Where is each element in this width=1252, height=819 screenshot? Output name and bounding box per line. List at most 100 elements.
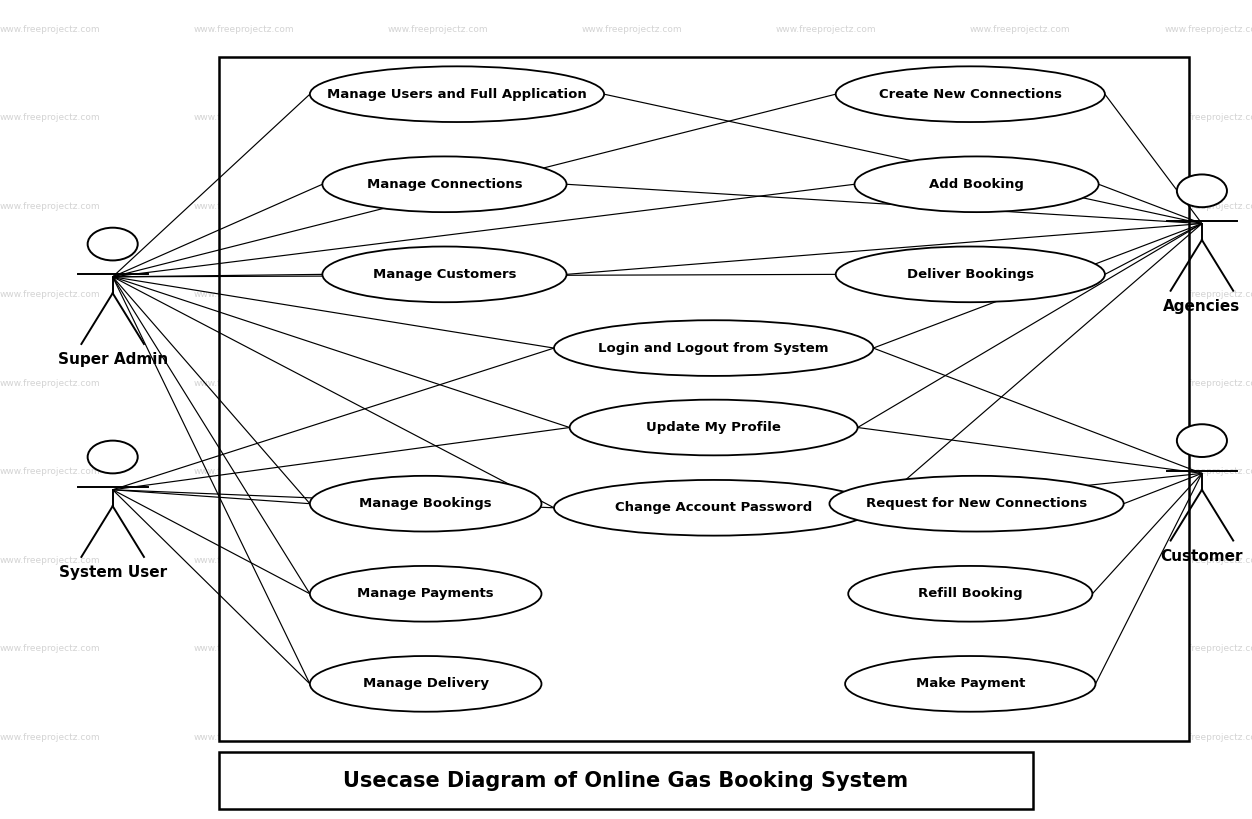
Text: www.freeprojectz.com: www.freeprojectz.com xyxy=(582,733,682,741)
Text: www.freeprojectz.com: www.freeprojectz.com xyxy=(388,291,488,299)
Text: www.freeprojectz.com: www.freeprojectz.com xyxy=(776,202,876,210)
Text: www.freeprojectz.com: www.freeprojectz.com xyxy=(0,202,100,210)
Text: Manage Users and Full Application: Manage Users and Full Application xyxy=(327,88,587,101)
Text: www.freeprojectz.com: www.freeprojectz.com xyxy=(194,114,294,122)
Text: www.freeprojectz.com: www.freeprojectz.com xyxy=(582,645,682,653)
Text: Manage Payments: Manage Payments xyxy=(357,587,495,600)
Text: Customer: Customer xyxy=(1161,549,1243,563)
Text: www.freeprojectz.com: www.freeprojectz.com xyxy=(0,379,100,387)
Text: www.freeprojectz.com: www.freeprojectz.com xyxy=(194,25,294,34)
Circle shape xyxy=(1177,174,1227,207)
Text: www.freeprojectz.com: www.freeprojectz.com xyxy=(582,468,682,476)
Ellipse shape xyxy=(322,247,566,302)
Text: www.freeprojectz.com: www.freeprojectz.com xyxy=(194,202,294,210)
Text: Update My Profile: Update My Profile xyxy=(646,421,781,434)
Text: www.freeprojectz.com: www.freeprojectz.com xyxy=(1164,291,1252,299)
Text: www.freeprojectz.com: www.freeprojectz.com xyxy=(776,468,876,476)
Text: Agencies: Agencies xyxy=(1163,299,1241,314)
Ellipse shape xyxy=(570,400,858,455)
Text: www.freeprojectz.com: www.freeprojectz.com xyxy=(582,379,682,387)
Text: Request for New Connections: Request for New Connections xyxy=(866,497,1087,510)
Circle shape xyxy=(88,228,138,260)
Text: www.freeprojectz.com: www.freeprojectz.com xyxy=(388,733,488,741)
Text: Usecase Diagram of Online Gas Booking System: Usecase Diagram of Online Gas Booking Sy… xyxy=(343,771,909,790)
Ellipse shape xyxy=(553,320,874,376)
Text: www.freeprojectz.com: www.freeprojectz.com xyxy=(970,468,1070,476)
Text: www.freeprojectz.com: www.freeprojectz.com xyxy=(776,114,876,122)
Text: www.freeprojectz.com: www.freeprojectz.com xyxy=(388,202,488,210)
Text: www.freeprojectz.com: www.freeprojectz.com xyxy=(1164,468,1252,476)
Text: www.freeprojectz.com: www.freeprojectz.com xyxy=(970,291,1070,299)
Text: www.freeprojectz.com: www.freeprojectz.com xyxy=(194,379,294,387)
Ellipse shape xyxy=(322,156,566,212)
Ellipse shape xyxy=(849,566,1092,622)
Text: www.freeprojectz.com: www.freeprojectz.com xyxy=(776,291,876,299)
Ellipse shape xyxy=(829,476,1124,532)
Text: Manage Connections: Manage Connections xyxy=(367,178,522,191)
Text: www.freeprojectz.com: www.freeprojectz.com xyxy=(0,556,100,564)
Text: www.freeprojectz.com: www.freeprojectz.com xyxy=(194,556,294,564)
Text: www.freeprojectz.com: www.freeprojectz.com xyxy=(1164,556,1252,564)
Text: www.freeprojectz.com: www.freeprojectz.com xyxy=(970,645,1070,653)
Text: www.freeprojectz.com: www.freeprojectz.com xyxy=(194,645,294,653)
Circle shape xyxy=(88,441,138,473)
Ellipse shape xyxy=(553,480,874,536)
Text: www.freeprojectz.com: www.freeprojectz.com xyxy=(194,733,294,741)
Ellipse shape xyxy=(310,66,603,122)
Text: www.freeprojectz.com: www.freeprojectz.com xyxy=(582,556,682,564)
Text: www.freeprojectz.com: www.freeprojectz.com xyxy=(776,645,876,653)
Text: www.freeprojectz.com: www.freeprojectz.com xyxy=(1164,202,1252,210)
Text: www.freeprojectz.com: www.freeprojectz.com xyxy=(0,645,100,653)
Ellipse shape xyxy=(836,66,1106,122)
Ellipse shape xyxy=(310,476,541,532)
Text: www.freeprojectz.com: www.freeprojectz.com xyxy=(1164,114,1252,122)
Text: www.freeprojectz.com: www.freeprojectz.com xyxy=(970,379,1070,387)
Text: www.freeprojectz.com: www.freeprojectz.com xyxy=(776,556,876,564)
Text: www.freeprojectz.com: www.freeprojectz.com xyxy=(0,733,100,741)
Text: Add Booking: Add Booking xyxy=(929,178,1024,191)
Text: www.freeprojectz.com: www.freeprojectz.com xyxy=(582,202,682,210)
Text: www.freeprojectz.com: www.freeprojectz.com xyxy=(388,379,488,387)
Text: www.freeprojectz.com: www.freeprojectz.com xyxy=(1164,645,1252,653)
Text: www.freeprojectz.com: www.freeprojectz.com xyxy=(776,25,876,34)
Text: www.freeprojectz.com: www.freeprojectz.com xyxy=(776,733,876,741)
Text: www.freeprojectz.com: www.freeprojectz.com xyxy=(388,645,488,653)
Text: www.freeprojectz.com: www.freeprojectz.com xyxy=(0,291,100,299)
Text: Super Admin: Super Admin xyxy=(58,352,168,367)
Text: www.freeprojectz.com: www.freeprojectz.com xyxy=(776,379,876,387)
Text: Login and Logout from System: Login and Logout from System xyxy=(598,342,829,355)
Text: Make Payment: Make Payment xyxy=(915,677,1025,690)
Text: www.freeprojectz.com: www.freeprojectz.com xyxy=(1164,25,1252,34)
Text: Change Account Password: Change Account Password xyxy=(615,501,813,514)
Text: Deliver Bookings: Deliver Bookings xyxy=(906,268,1034,281)
Text: www.freeprojectz.com: www.freeprojectz.com xyxy=(970,733,1070,741)
Text: Manage Bookings: Manage Bookings xyxy=(359,497,492,510)
Ellipse shape xyxy=(310,656,541,712)
Ellipse shape xyxy=(836,247,1106,302)
Text: www.freeprojectz.com: www.freeprojectz.com xyxy=(0,468,100,476)
Text: www.freeprojectz.com: www.freeprojectz.com xyxy=(0,25,100,34)
Ellipse shape xyxy=(310,566,541,622)
Text: www.freeprojectz.com: www.freeprojectz.com xyxy=(388,25,488,34)
Text: System User: System User xyxy=(59,565,167,580)
Circle shape xyxy=(1177,424,1227,457)
Text: www.freeprojectz.com: www.freeprojectz.com xyxy=(388,556,488,564)
Text: www.freeprojectz.com: www.freeprojectz.com xyxy=(970,202,1070,210)
Text: www.freeprojectz.com: www.freeprojectz.com xyxy=(582,291,682,299)
FancyBboxPatch shape xyxy=(219,57,1189,741)
Text: www.freeprojectz.com: www.freeprojectz.com xyxy=(970,25,1070,34)
FancyBboxPatch shape xyxy=(219,752,1033,809)
Text: www.freeprojectz.com: www.freeprojectz.com xyxy=(970,114,1070,122)
Text: www.freeprojectz.com: www.freeprojectz.com xyxy=(194,291,294,299)
Text: www.freeprojectz.com: www.freeprojectz.com xyxy=(1164,733,1252,741)
Text: Refill Booking: Refill Booking xyxy=(918,587,1023,600)
Ellipse shape xyxy=(845,656,1096,712)
Text: Manage Delivery: Manage Delivery xyxy=(363,677,488,690)
Text: www.freeprojectz.com: www.freeprojectz.com xyxy=(582,114,682,122)
Text: www.freeprojectz.com: www.freeprojectz.com xyxy=(970,556,1070,564)
Text: www.freeprojectz.com: www.freeprojectz.com xyxy=(388,114,488,122)
Text: www.freeprojectz.com: www.freeprojectz.com xyxy=(582,25,682,34)
Text: www.freeprojectz.com: www.freeprojectz.com xyxy=(194,468,294,476)
Text: www.freeprojectz.com: www.freeprojectz.com xyxy=(0,114,100,122)
Ellipse shape xyxy=(854,156,1099,212)
